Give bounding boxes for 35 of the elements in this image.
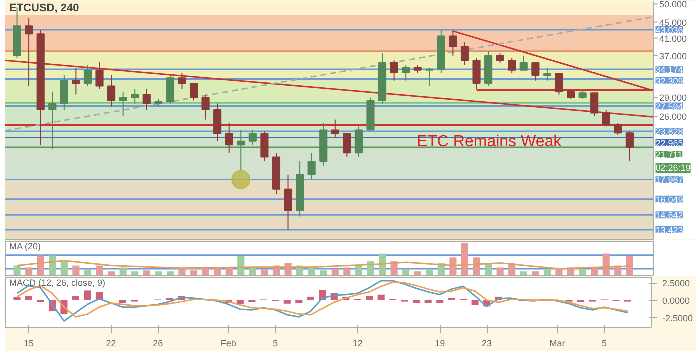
x-tick-label: 12 (352, 338, 363, 348)
y-tick-label: 50.000 (660, 0, 688, 10)
x-tick-label: 19 (435, 338, 446, 348)
ref-line-label: 13.423 (656, 225, 684, 236)
x-tick-label: 22 (106, 338, 116, 348)
y-tick-label: 45.000 (660, 18, 688, 28)
annotation: ETC Remains Weak (416, 133, 563, 150)
ref-line-label: 32.309 (656, 76, 684, 87)
ref-line-label: 34.174 (656, 65, 684, 76)
x-tick-label: 5 (602, 338, 608, 348)
ref-line-label: 16.049 (656, 194, 684, 205)
chart-title: MACD (12, 26, close, 9) (10, 278, 106, 288)
ref-line-label: 43.036 (656, 25, 684, 36)
y-tick-label: 37.000 (660, 51, 688, 62)
x-tick-label: Mar (550, 338, 566, 348)
y-tick-label: 2.5000 (662, 278, 690, 289)
chart-title: ETCUSD, 240 (10, 2, 80, 15)
y-tick-label: 0.0000 (662, 296, 690, 306)
x-tick-label: Feb (220, 338, 236, 348)
chart-title: MA (20) (10, 242, 42, 252)
x-tick-label: 26 (153, 338, 164, 348)
y-tick-label: -2.5000 (662, 313, 694, 324)
x-tick-label: 15 (24, 338, 34, 348)
y-tick-label: 26.000 (660, 112, 688, 122)
y-tick-label: 41.000 (660, 34, 688, 44)
text: 02:26:19 (656, 163, 691, 174)
ref-line-label: 21.711 (656, 150, 683, 160)
ref-line-label: 17.987 (656, 175, 684, 186)
ref-line-label: 14.642 (656, 210, 684, 221)
x-tick-label: 5 (273, 338, 278, 348)
x-tick-label: 23 (482, 338, 492, 348)
ref-line-label: 23.828 (656, 126, 684, 137)
ref-line-label: 27.594 (656, 102, 684, 112)
y-tick-label: 29.000 (660, 93, 688, 104)
ref-line-label: 22.965 (656, 138, 684, 148)
